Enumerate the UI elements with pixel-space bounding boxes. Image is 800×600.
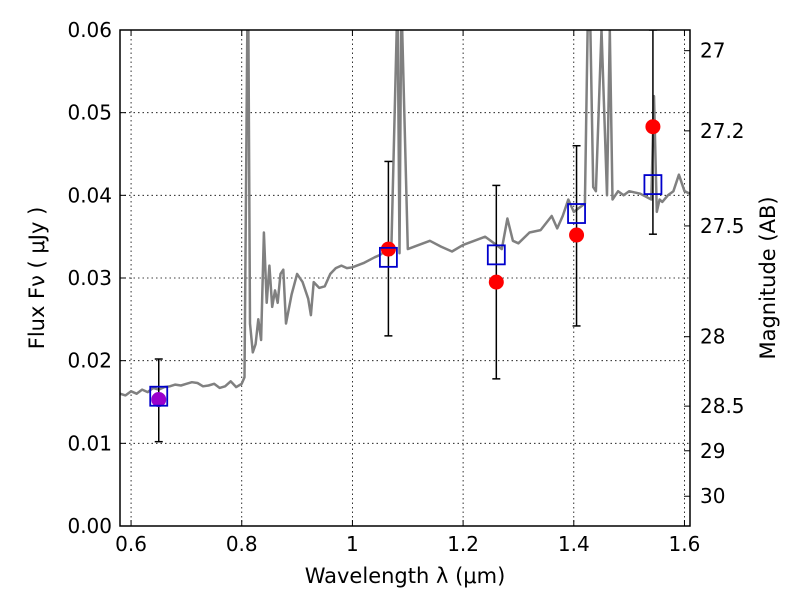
x-tick-label: 1.6 <box>669 532 701 556</box>
axis-tick-labels: 0.6 0.8 1 1.2 1.4 1.6 0.00 0.01 0.02 0.03 0.04 0.05… <box>67 18 744 556</box>
y-tick-label: 0.00 <box>67 514 112 538</box>
synthetic-square <box>378 246 398 268</box>
right-tick-label: 30 <box>700 484 725 508</box>
right-tick-label: 27 <box>700 39 725 63</box>
right-axis-title: Magnitude (AB) <box>756 196 780 359</box>
right-tick-label: 27.2 <box>700 119 745 143</box>
observed-point <box>569 227 585 243</box>
y-tick-label: 0.06 <box>67 18 112 42</box>
synthetic-square <box>486 244 506 266</box>
observed-point <box>380 241 396 257</box>
y-tick-label: 0.02 <box>67 349 112 373</box>
y-axis-title: Flux Fν ( μJy ) <box>25 207 49 350</box>
observed-point <box>488 274 504 290</box>
y-tick-label: 0.01 <box>67 431 112 455</box>
right-tick-label: 29 <box>700 439 725 463</box>
x-tick-label: 1.2 <box>447 532 479 556</box>
synthetic-square <box>567 203 586 224</box>
right-tick-label: 27.5 <box>700 214 745 238</box>
right-tick-label: 28.5 <box>700 394 745 418</box>
plot-area <box>120 30 690 443</box>
x-tick-label: 0.6 <box>115 532 147 556</box>
synthetic-square <box>643 174 663 195</box>
y-tick-label: 0.05 <box>67 101 112 125</box>
x-axis-title: Wavelength λ (μm) <box>305 564 506 588</box>
y-tick-label: 0.04 <box>67 183 112 207</box>
axis-ticks <box>120 29 690 527</box>
x-tick-label: 0.8 <box>226 532 258 556</box>
synthetic-square <box>149 385 169 407</box>
observed-point <box>645 119 661 135</box>
model-spectrum-line <box>120 30 690 397</box>
y-tick-label: 0.03 <box>67 266 112 290</box>
x-tick-label: 1.4 <box>558 532 590 556</box>
x-tick-label: 1 <box>346 532 359 556</box>
observed-point <box>151 392 167 408</box>
right-tick-label: 28 <box>700 325 725 349</box>
